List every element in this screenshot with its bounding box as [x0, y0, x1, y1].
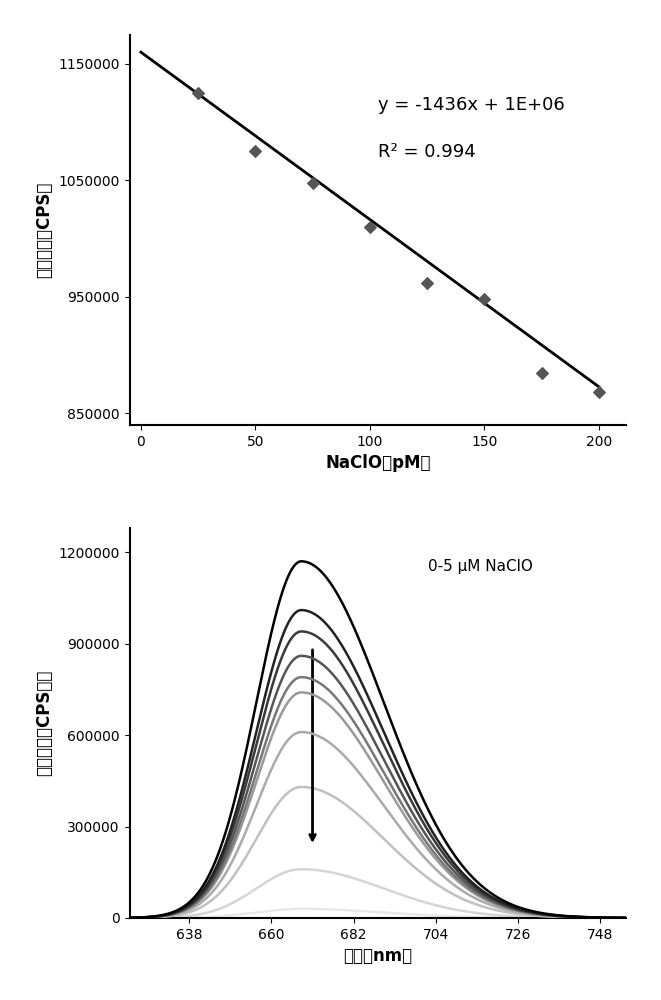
- Point: [422, 275, 432, 291]
- Y-axis label: 荧光强度（CPS）: 荧光强度（CPS）: [35, 182, 53, 278]
- X-axis label: NaClO（pM）: NaClO（pM）: [325, 454, 430, 472]
- Text: y = -1436x + 1E+06: y = -1436x + 1E+06: [378, 96, 564, 114]
- Point: [250, 143, 260, 159]
- Point: [193, 85, 204, 101]
- Text: R² = 0.994: R² = 0.994: [378, 143, 476, 161]
- Y-axis label: 荧光强度（CPS）。: 荧光强度（CPS）。: [35, 670, 53, 776]
- Point: [594, 384, 604, 400]
- Point: [536, 365, 547, 381]
- Point: [479, 291, 490, 307]
- X-axis label: 波长（nm）: 波长（nm）: [343, 947, 412, 965]
- Point: [365, 219, 375, 235]
- Point: [307, 175, 318, 191]
- Text: 0-5 μM NaClO: 0-5 μM NaClO: [428, 559, 533, 574]
